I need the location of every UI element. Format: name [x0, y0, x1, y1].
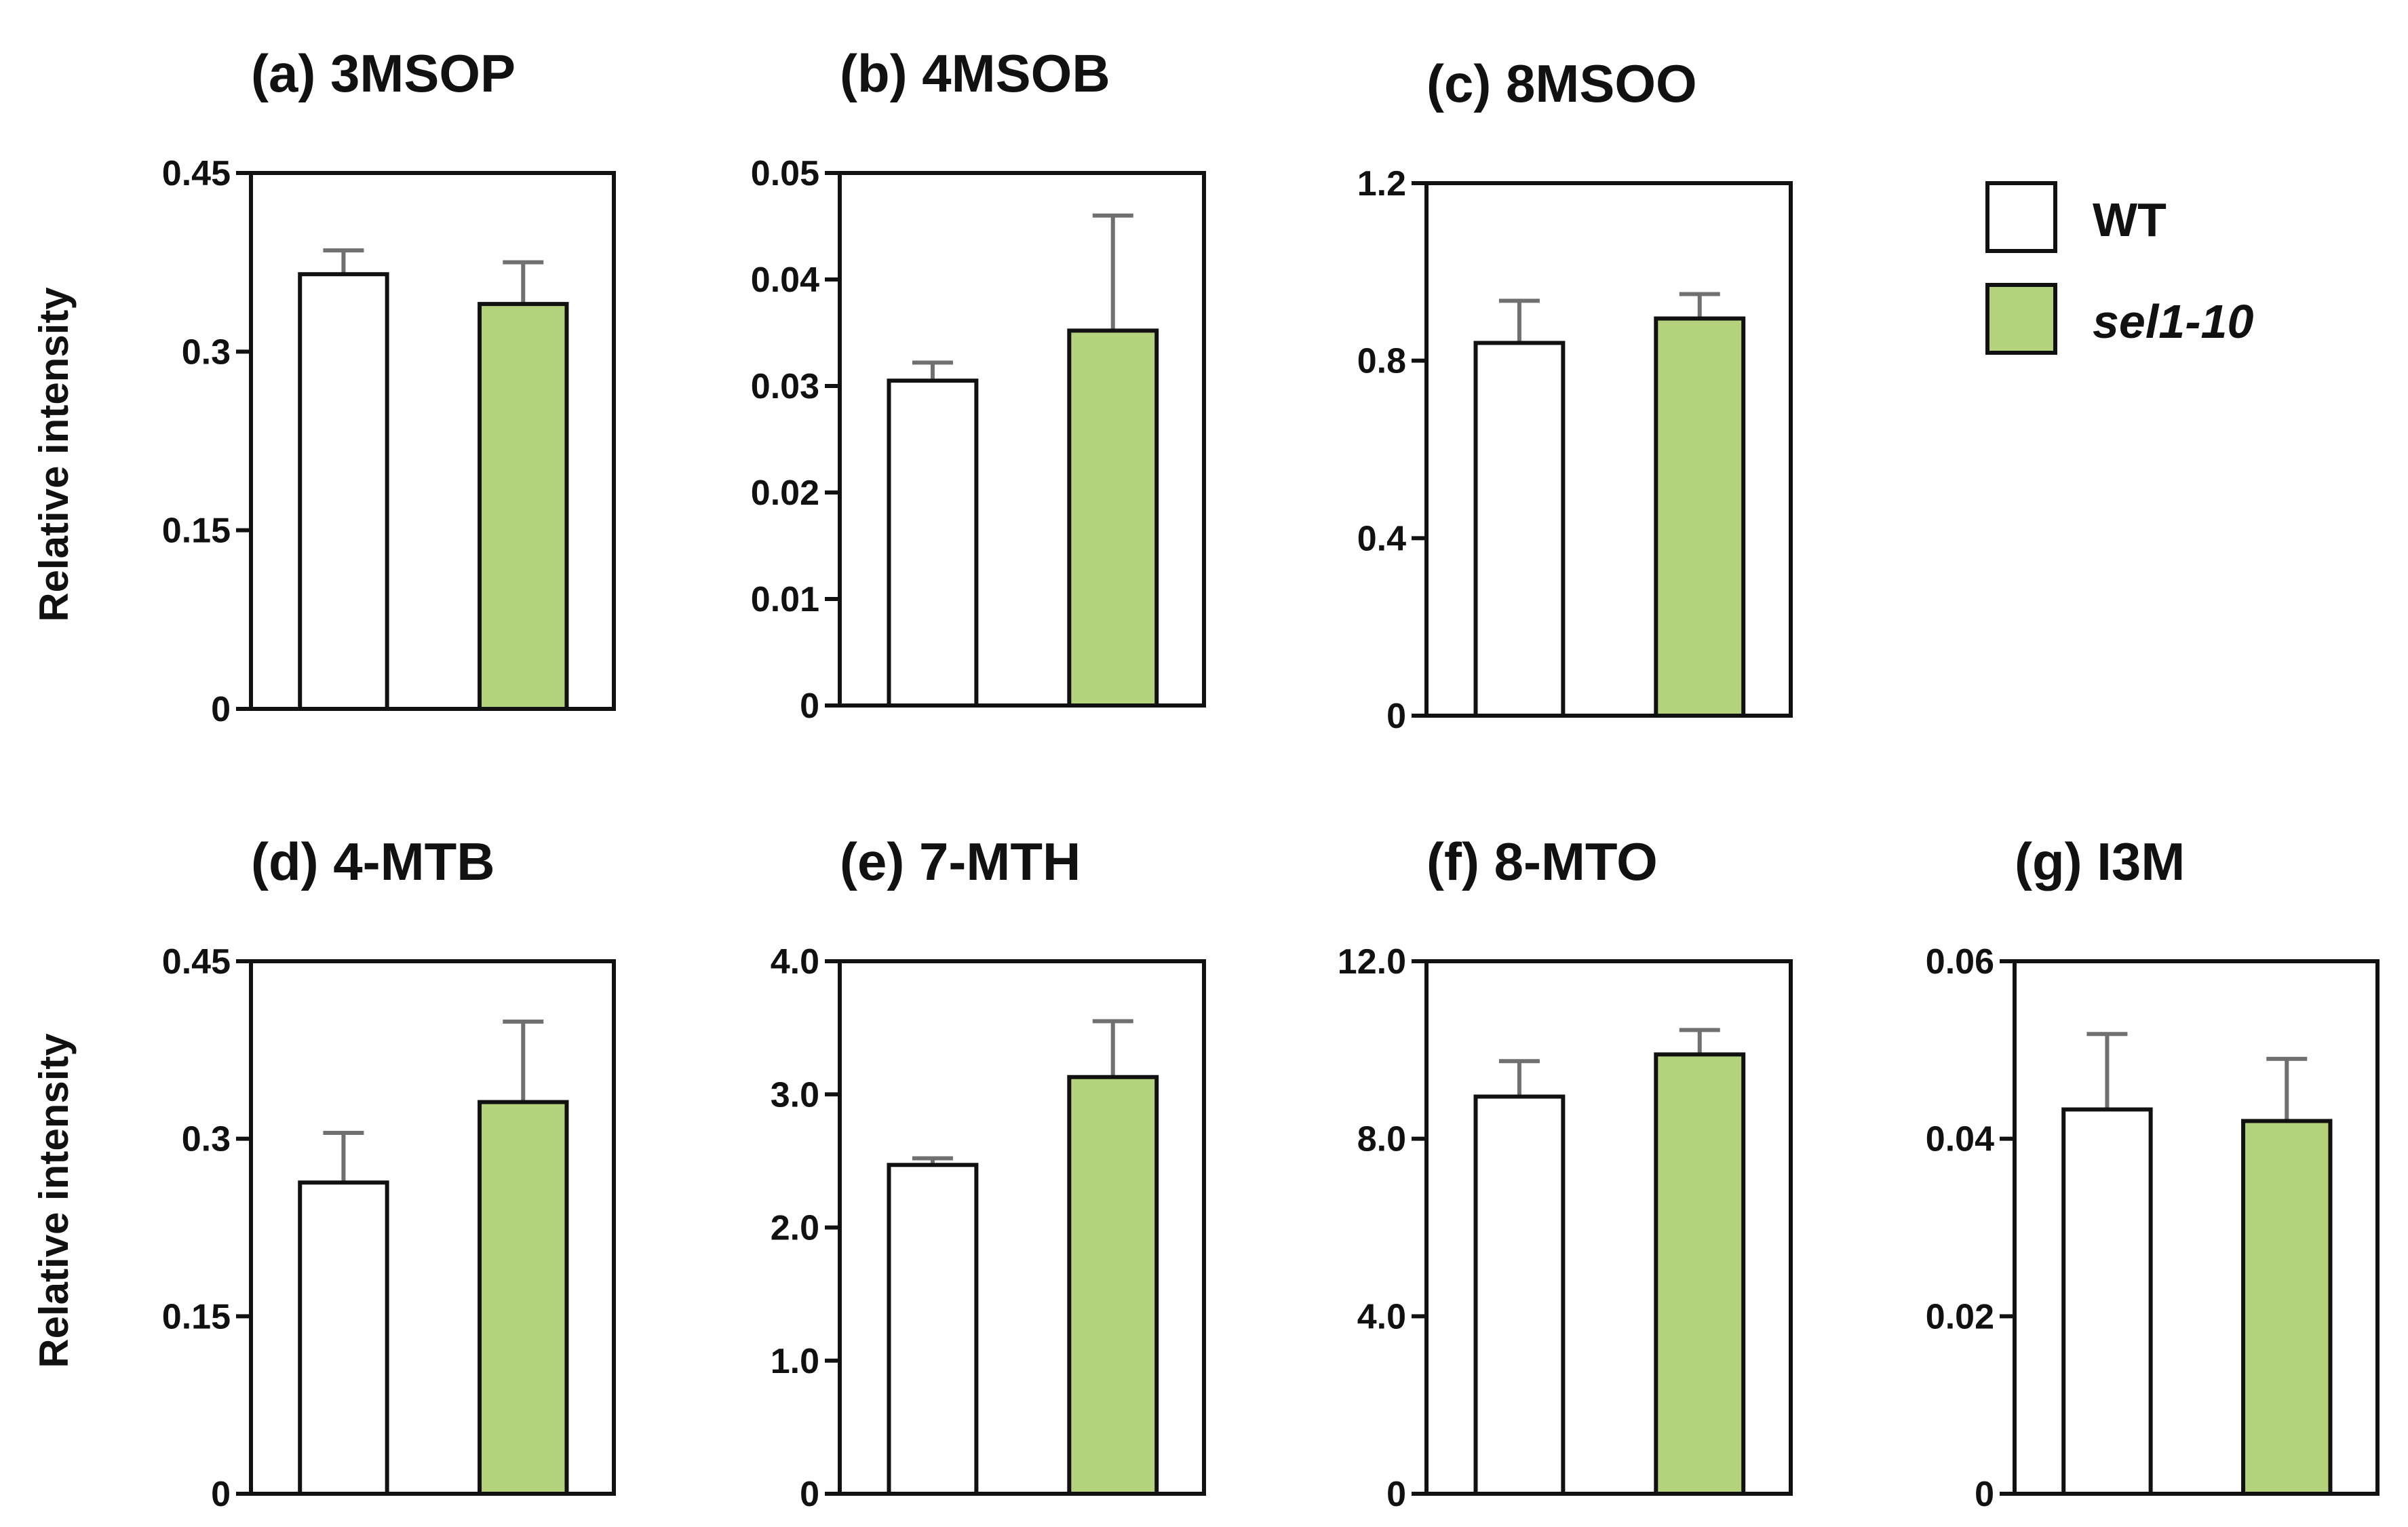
y-tick-label: 0.05	[751, 154, 819, 193]
bar-sel1-10	[2241, 1119, 2333, 1496]
panel-3: (d) 4-MTB 0 0.15 0.3 0.45	[162, 832, 616, 1514]
y-axis-label: Relative intensity	[31, 1033, 77, 1368]
bar-sel1-10	[1654, 1052, 1746, 1496]
y-tick-label: 0	[800, 687, 819, 726]
bar-wt	[2061, 1107, 2153, 1496]
y-tick-label: 0	[1386, 1475, 1406, 1514]
panel-2: (c) 8MSOO 0 0.4 0.8 1.2	[1357, 54, 1793, 736]
panel-1: (b) 4MSOB 0 0.01 0.02 0.03 0.04 0.05	[751, 43, 1206, 726]
y-tick-label: 0.3	[182, 332, 231, 372]
panel-title: (c) 8MSOO	[1426, 54, 1697, 113]
y-tick-label: 4.0	[771, 942, 819, 982]
y-tick-label: 0.3	[182, 1120, 231, 1159]
y-tick-label: 3.0	[771, 1075, 819, 1115]
panel-4: (e) 7-MTH 0 1.0 2.0 3.0 4.0	[771, 832, 1206, 1514]
y-tick-label: 0	[211, 1475, 231, 1514]
plot-frame	[1424, 959, 1793, 1496]
bar-wt	[298, 1180, 389, 1496]
bar-wt	[887, 1163, 979, 1496]
plot-frame	[249, 959, 616, 1496]
y-tick-label: 0.45	[162, 154, 231, 193]
y-tick-label: 0.02	[1926, 1297, 1994, 1336]
y-tick-label: 0.8	[1357, 342, 1406, 381]
legend-label-mutant: sel1-10	[2093, 295, 2253, 348]
panel-5: (f) 8-MTO 0 4.0 8.0 12.0	[1338, 832, 1793, 1514]
bar-wt	[887, 379, 979, 708]
panel-title: (g) I3M	[2015, 832, 2185, 891]
plot-frame	[838, 171, 1206, 708]
panel-title: (b) 4MSOB	[840, 43, 1110, 103]
panel-title: (e) 7-MTH	[840, 832, 1081, 891]
bar-sel1-10	[478, 302, 569, 712]
bar-sel1-10	[1654, 316, 1746, 718]
legend-swatch-mutant	[1985, 283, 2057, 355]
y-tick-label: 12.0	[1338, 942, 1406, 982]
bar-sel1-10	[1067, 1075, 1159, 1496]
y-tick-label: 0	[1975, 1475, 1994, 1514]
y-tick-label: 1.2	[1357, 164, 1406, 204]
bar-wt	[298, 272, 389, 711]
plot-frame	[1424, 181, 1793, 718]
y-tick-label: 0.01	[751, 580, 819, 619]
y-tick-label: 0	[211, 690, 231, 729]
panel-title: (d) 4-MTB	[251, 832, 495, 891]
y-tick-label: 8.0	[1357, 1120, 1406, 1159]
y-tick-label: 0.03	[751, 367, 819, 406]
bar-wt	[1473, 341, 1566, 718]
panel-0: (a) 3MSOP 0 0.15 0.3 0.45	[162, 43, 616, 729]
y-tick-label: 4.0	[1357, 1297, 1406, 1336]
bar-wt	[1473, 1094, 1566, 1496]
y-tick-label: 2.0	[771, 1209, 819, 1248]
panel-title: (f) 8-MTO	[1426, 832, 1658, 891]
bar-sel1-10	[478, 1100, 569, 1496]
y-tick-label: 0	[800, 1475, 819, 1514]
y-tick-label: 0.4	[1357, 519, 1406, 558]
y-tick-label: 0	[1386, 697, 1406, 736]
y-tick-label: 0.45	[162, 942, 231, 982]
y-tick-label: 0.04	[751, 260, 819, 300]
y-tick-label: 0.02	[751, 473, 819, 513]
legend-swatch-wt	[1985, 181, 2057, 253]
panel-6: (g) I3M 0 0.02 0.04 0.06	[1926, 832, 2380, 1514]
y-tick-label: 0.15	[162, 1297, 231, 1336]
plot-frame	[2013, 959, 2380, 1496]
y-tick-label: 0.06	[1926, 942, 1994, 982]
legend-label-wt: WT	[2093, 193, 2167, 246]
y-tick-label: 0.04	[1926, 1120, 1994, 1159]
y-tick-label: 1.0	[771, 1342, 819, 1381]
plot-frame	[249, 171, 616, 711]
bar-sel1-10	[1067, 328, 1159, 708]
y-tick-label: 0.15	[162, 511, 231, 551]
panel-title: (a) 3MSOP	[251, 43, 516, 103]
legend: WT sel1-10	[1985, 181, 2253, 355]
y-axis-label: Relative intensity	[31, 287, 77, 622]
